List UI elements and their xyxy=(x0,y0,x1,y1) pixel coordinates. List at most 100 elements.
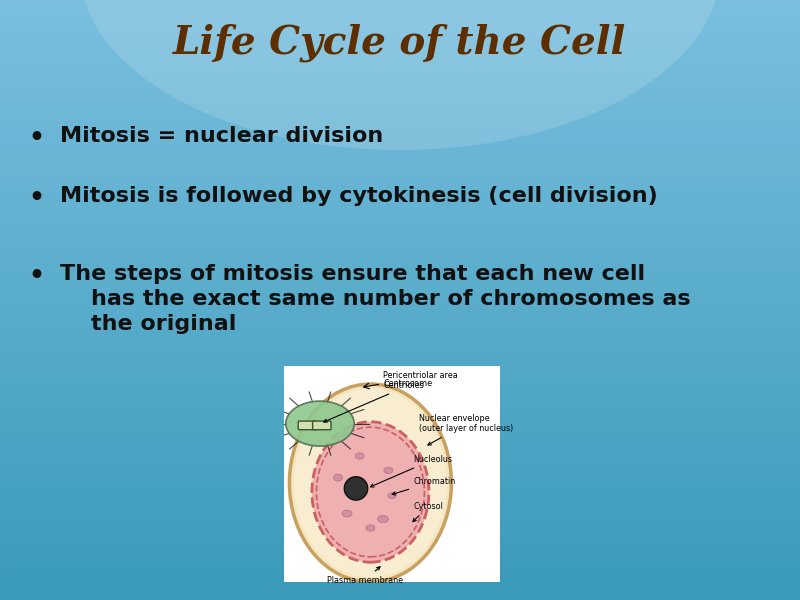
Text: Mitosis is followed by cytokinesis (cell division): Mitosis is followed by cytokinesis (cell… xyxy=(60,186,658,206)
Ellipse shape xyxy=(80,0,720,150)
Bar xyxy=(0,552,800,554)
Bar xyxy=(0,76,800,78)
Bar xyxy=(0,26,800,28)
Bar xyxy=(0,598,800,600)
Bar xyxy=(0,246,800,248)
Bar xyxy=(0,390,800,392)
Bar xyxy=(0,78,800,80)
Bar xyxy=(0,384,800,386)
Bar xyxy=(0,70,800,72)
Bar xyxy=(0,292,800,294)
Bar xyxy=(0,230,800,232)
Bar xyxy=(0,82,800,84)
Bar xyxy=(0,242,800,244)
Bar xyxy=(0,368,800,370)
Bar xyxy=(0,294,800,296)
Bar xyxy=(0,140,800,142)
Bar xyxy=(0,566,800,568)
Bar xyxy=(0,114,800,116)
Bar xyxy=(0,208,800,210)
Bar xyxy=(0,72,800,74)
Bar xyxy=(0,500,800,502)
Bar xyxy=(0,530,800,532)
Bar xyxy=(0,160,800,162)
Bar xyxy=(0,204,800,206)
Bar xyxy=(0,98,800,100)
Text: The steps of mitosis ensure that each new cell
    has the exact same number of : The steps of mitosis ensure that each ne… xyxy=(60,264,690,334)
Bar xyxy=(0,420,800,422)
Bar xyxy=(0,536,800,538)
Bar xyxy=(0,302,800,304)
Bar xyxy=(0,338,800,340)
Bar xyxy=(0,484,800,486)
Bar xyxy=(0,508,800,510)
Bar xyxy=(0,126,800,128)
Text: •: • xyxy=(28,126,44,150)
Bar xyxy=(0,262,800,264)
Bar xyxy=(0,124,800,126)
Bar xyxy=(0,426,800,428)
Bar xyxy=(0,0,800,2)
Bar xyxy=(0,210,800,212)
Bar xyxy=(0,574,800,576)
Bar xyxy=(0,550,800,552)
Bar xyxy=(0,258,800,260)
Bar xyxy=(0,564,800,566)
Bar xyxy=(0,214,800,216)
Bar xyxy=(0,244,800,246)
Bar xyxy=(0,108,800,110)
Bar xyxy=(0,312,800,314)
Bar xyxy=(0,224,800,226)
Bar xyxy=(0,218,800,220)
Bar xyxy=(0,196,800,198)
Bar xyxy=(0,158,800,160)
Bar xyxy=(0,418,800,420)
Bar xyxy=(0,332,800,334)
Bar xyxy=(0,20,800,22)
Bar xyxy=(0,360,800,362)
Bar xyxy=(0,92,800,94)
Bar xyxy=(0,584,800,586)
Bar xyxy=(0,596,800,598)
Bar xyxy=(0,236,800,238)
Bar xyxy=(0,6,800,8)
Bar xyxy=(0,586,800,588)
Bar xyxy=(0,450,800,452)
Bar xyxy=(0,296,800,298)
Bar xyxy=(0,572,800,574)
Bar xyxy=(0,556,800,558)
Bar xyxy=(0,340,800,342)
Bar xyxy=(0,306,800,308)
Bar xyxy=(0,270,800,272)
Bar xyxy=(0,342,800,344)
Bar xyxy=(0,32,800,34)
Bar xyxy=(0,194,800,196)
Bar xyxy=(0,582,800,584)
Bar xyxy=(0,394,800,396)
Bar xyxy=(0,202,800,204)
Bar xyxy=(0,522,800,524)
Bar xyxy=(0,300,800,302)
Bar xyxy=(0,526,800,528)
Bar xyxy=(0,364,800,366)
Bar xyxy=(0,548,800,550)
Bar xyxy=(0,198,800,200)
Bar xyxy=(0,376,800,378)
Bar xyxy=(0,206,800,208)
Bar xyxy=(0,80,800,82)
Bar xyxy=(0,488,800,490)
Bar xyxy=(0,30,800,32)
Bar xyxy=(0,280,800,282)
Bar xyxy=(0,44,800,46)
Bar xyxy=(0,18,800,20)
Bar xyxy=(0,130,800,132)
Bar xyxy=(0,538,800,540)
Bar xyxy=(0,486,800,488)
Bar xyxy=(0,470,800,472)
Bar xyxy=(0,380,800,382)
Bar xyxy=(0,144,800,146)
Bar xyxy=(0,100,800,102)
Bar xyxy=(0,56,800,58)
Bar xyxy=(0,188,800,190)
Bar xyxy=(0,268,800,270)
